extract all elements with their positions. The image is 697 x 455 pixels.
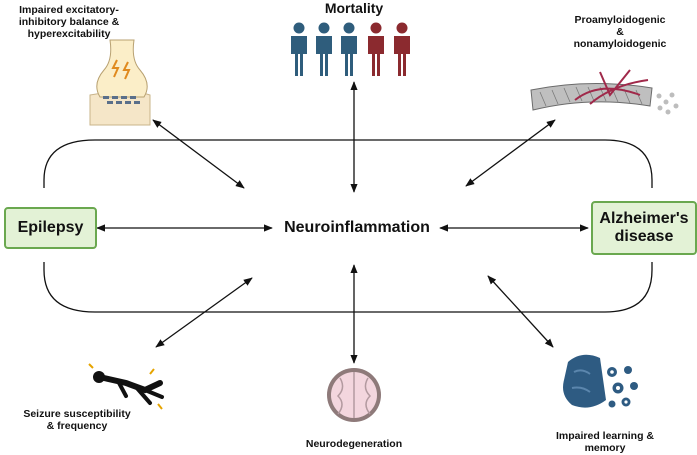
alzheimers-line-1: Alzheimer's [599,210,689,228]
memory-label: Impaired learning & memory [540,430,670,454]
excitability-line-3: hyperexcitability [27,28,111,41]
neuroinflammation-label: Neuroinflammation [284,219,430,236]
arrow-seizure [155,277,253,348]
people-group-icon [291,22,410,76]
amyloid-line-2: & [616,26,624,39]
synapse-icon [89,39,151,126]
top-loop-line [43,139,653,188]
epilepsy-box: Epilepsy [4,207,97,249]
arrow-excitability [152,119,245,189]
memory-line-1: Impaired learning & [555,430,655,442]
seizure-line-1: Seizure susceptibility [23,408,131,420]
memory-line-2: memory [584,442,626,455]
amyloid-line-3: nonamyloidogenic [573,38,667,51]
seizure-label: Seizure susceptibility & frequency [2,408,152,432]
seizure-line-2: & frequency [46,420,108,433]
excitability-line-2: inhibitory balance & [18,16,120,29]
mortality-label: Mortality [324,0,384,16]
arrow-memory [487,275,554,348]
excitability-line-1: Impaired excitatory- [19,4,119,16]
amyloid-label: Proamyloidogenic & nonamyloidogenic [560,14,680,50]
alzheimers-line-2: disease [614,228,674,245]
arrow-amyloid [465,119,556,187]
alzheimers-box: Alzheimer's disease [591,201,697,255]
brain-gears-icon [563,354,638,408]
amyloid-fibril-icon [530,69,679,115]
brain-section-icon [327,368,381,422]
seizing-person-icon [88,363,164,410]
amyloid-line-1: Proamyloidogenic [574,14,666,26]
epilepsy-label: Epilepsy [17,219,84,237]
neurodegeneration-label: Neurodegeneration [305,438,403,450]
bottom-loop-line [43,262,653,313]
excitability-label: Impaired excitatory- inhibitory balance … [0,4,138,40]
